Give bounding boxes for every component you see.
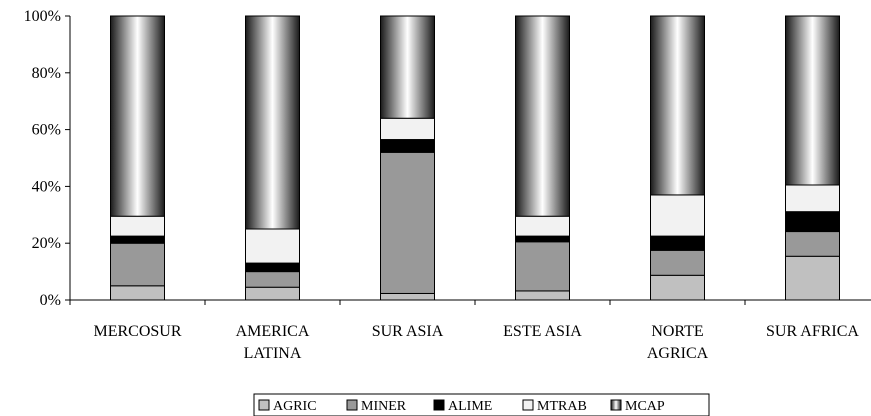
x-category-label: NORTE	[651, 323, 703, 340]
bar-segment-miner	[650, 249, 705, 276]
bar-segment-mcap	[380, 15, 435, 119]
x-category-label: AGRICA	[647, 345, 709, 362]
legend-swatch-agric	[258, 399, 270, 411]
legend: AGRIC MINER ALIME MTRAB MCAP	[253, 393, 710, 416]
bar-segment-mtrab	[110, 215, 165, 237]
legend-label-mcap: MCAP	[625, 399, 665, 414]
bar-segment-agric	[515, 290, 570, 301]
y-tick-label: 100%	[24, 8, 61, 25]
bar-segment-agric	[380, 292, 435, 301]
x-category-label: SUR ASIA	[372, 323, 444, 340]
bar-segment-miner	[515, 241, 570, 292]
legend-label-miner: MINER	[361, 399, 407, 414]
bar-segment-mcap	[650, 15, 705, 196]
bar-segment-alime	[785, 211, 840, 233]
y-tick-label: 60%	[32, 122, 61, 139]
legend-box	[253, 393, 710, 416]
bar-segment-agric	[245, 286, 300, 301]
bar-segment-mtrab	[245, 228, 300, 264]
bar-segment-mtrab	[515, 215, 570, 237]
bar-segment-mcap	[110, 15, 165, 217]
bar-segment-miner	[110, 242, 165, 287]
bar-segment-alime	[110, 235, 165, 244]
bar-segment-miner	[245, 271, 300, 288]
legend-label-mtrab: MTRAB	[537, 399, 587, 414]
y-tick-label: 40%	[32, 178, 61, 195]
bar-segment-miner	[380, 151, 435, 294]
y-tick-label: 20%	[32, 235, 61, 252]
legend-swatch-mtrab	[522, 399, 534, 411]
plot-area: 0% 20% 40% 60% 80% 100% MERCOSUR AMERICA LATINA S…	[24, 8, 871, 362]
legend-label-alime: ALIME	[448, 399, 492, 414]
legend-swatch-mcap	[610, 399, 622, 411]
bar-segment-alime	[650, 235, 705, 251]
x-category-label: SUR AFRICA	[766, 323, 859, 340]
bar-segment-mcap	[245, 15, 300, 230]
bar-segment-mcap	[785, 15, 840, 186]
bar-segment-mtrab	[785, 184, 840, 213]
bar-segment-mtrab	[650, 194, 705, 237]
y-tick-label: 0%	[40, 292, 61, 309]
bar-segment-agric	[650, 274, 705, 301]
bar-segment-miner	[785, 231, 840, 257]
x-category-label: MERCOSUR	[93, 323, 181, 340]
legend-swatch-miner	[346, 399, 358, 411]
legend-swatch-alime	[433, 399, 445, 411]
bar-segment-agric	[785, 255, 840, 301]
bar-segment-mcap	[515, 15, 570, 217]
bar-segment-alime	[515, 235, 570, 243]
x-category-label: AMERICA	[236, 323, 310, 340]
bar-segment-alime	[245, 262, 300, 273]
legend-label-agric: AGRIC	[273, 399, 317, 414]
x-category-label: LATINA	[244, 345, 302, 362]
bar-segment-alime	[380, 139, 435, 153]
bar-segment-agric	[110, 285, 165, 301]
bar-segment-mtrab	[380, 117, 435, 141]
x-category-label: ESTE ASIA	[503, 323, 582, 340]
y-tick-label: 80%	[32, 65, 61, 82]
